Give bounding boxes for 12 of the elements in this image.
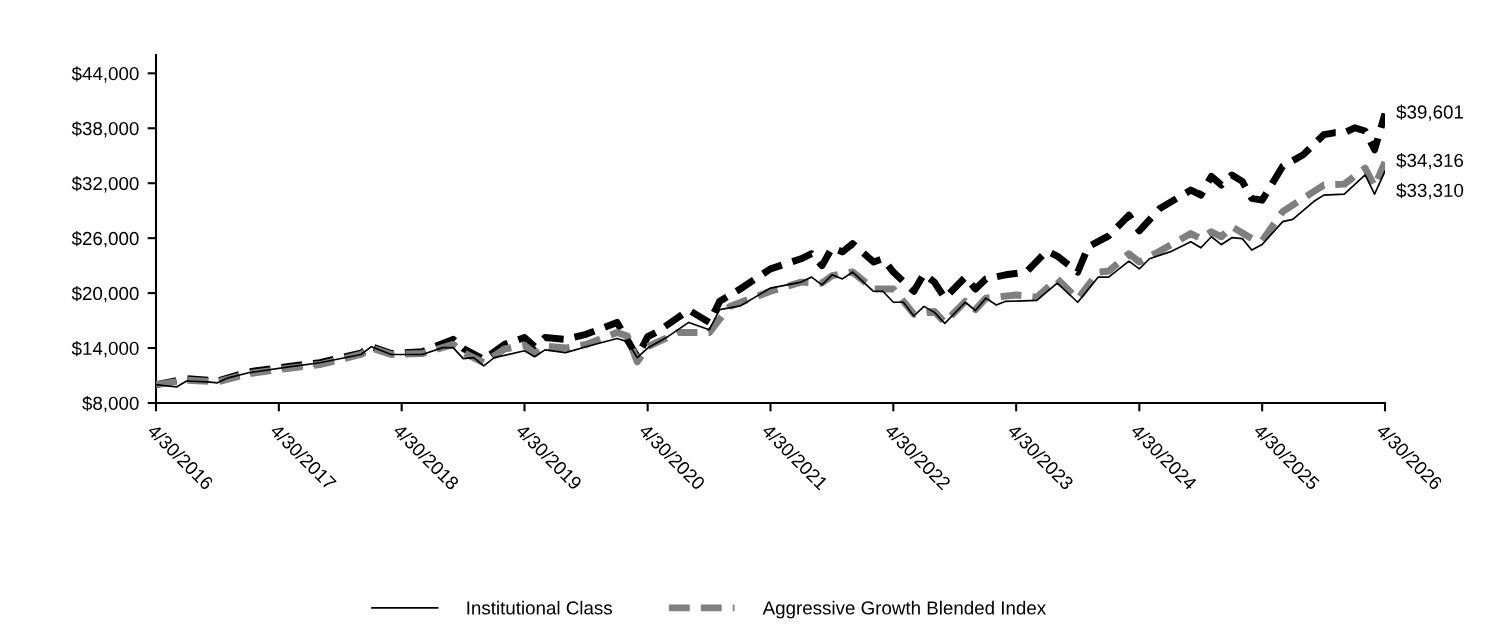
annotation: $33,310	[1396, 182, 1464, 200]
y-tick-label: $44,000	[71, 66, 139, 83]
y-tick-label: $26,000	[71, 231, 139, 248]
legend-label: Aggressive Growth Blended Index	[762, 600, 1046, 619]
legend-label: Institutional Class	[467, 600, 612, 615]
annotation: $34,316	[1396, 152, 1464, 170]
annotation: $39,601	[1396, 104, 1463, 121]
y-tick-label: $20,000	[71, 286, 139, 303]
y-tick-label: $38,000	[71, 121, 139, 138]
y-tick-label: $8,000	[82, 395, 139, 413]
y-tick-label: $32,000	[71, 176, 139, 193]
y-tick-label: $14,000	[71, 340, 139, 358]
